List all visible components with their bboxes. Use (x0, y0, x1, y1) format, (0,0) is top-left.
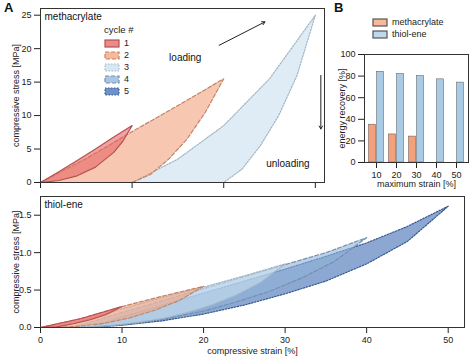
svg-text:unloading: unloading (266, 158, 309, 169)
svg-text:compressive stress [MPa]: compressive stress [MPa] (11, 210, 21, 313)
html-text:A: A (4, 0, 14, 15)
svg-text:0.5: 0.5 (19, 285, 32, 295)
svg-text:compressive stress [MPa]: compressive stress [MPa] (11, 44, 21, 147)
svg-text:100: 100 (340, 49, 355, 59)
html-text:5: 5 (124, 86, 129, 96)
svg-text:1.5: 1.5 (19, 210, 32, 221)
svg-text:5: 5 (26, 144, 31, 154)
svg-text:50: 50 (443, 335, 453, 345)
svg-text:20: 20 (391, 169, 402, 180)
html-text:thiol-ene: thiol-ene (392, 29, 427, 39)
svg-text:0.0: 0.0 (19, 322, 32, 332)
svg-text:10: 10 (21, 110, 31, 120)
svg-text:60: 60 (345, 93, 355, 103)
svg-text:40: 40 (362, 335, 372, 345)
svg-text:maximum strain [%]: maximum strain [%] (377, 179, 456, 189)
svg-text:25: 25 (21, 10, 31, 20)
html-text:1: 1 (124, 38, 129, 48)
svg-text:15: 15 (21, 77, 31, 87)
svg-text:80: 80 (345, 71, 355, 81)
svg-text:40: 40 (345, 114, 355, 124)
svg-text:30: 30 (280, 335, 290, 345)
svg-text:methacrylate: methacrylate (45, 11, 103, 22)
html-text:B: B (334, 0, 344, 15)
svg-text:0: 0 (38, 335, 43, 345)
svg-text:0: 0 (26, 177, 31, 187)
svg-text:energy recovery [%]: energy recovery [%] (337, 68, 347, 148)
html-text:3: 3 (124, 62, 129, 72)
html-text:methacrylate: methacrylate (392, 17, 444, 27)
svg-text:loading: loading (169, 52, 201, 63)
svg-text:50: 50 (451, 169, 462, 180)
svg-text:30: 30 (411, 169, 422, 180)
html-text:4: 4 (124, 74, 129, 84)
svg-text:20: 20 (345, 136, 355, 146)
svg-text:compressive strain [%]: compressive strain [%] (207, 346, 298, 356)
svg-text:40: 40 (431, 169, 442, 180)
svg-text:10: 10 (117, 335, 127, 345)
svg-text:thiol-ene: thiol-ene (45, 199, 84, 210)
svg-text:20: 20 (21, 44, 31, 54)
svg-text:20: 20 (199, 335, 209, 345)
svg-text:10: 10 (371, 169, 382, 180)
svg-text:0: 0 (350, 157, 355, 167)
html-text:cycle #: cycle # (104, 24, 134, 35)
html-text:2: 2 (124, 50, 129, 60)
svg-text:1.0: 1.0 (19, 247, 32, 258)
